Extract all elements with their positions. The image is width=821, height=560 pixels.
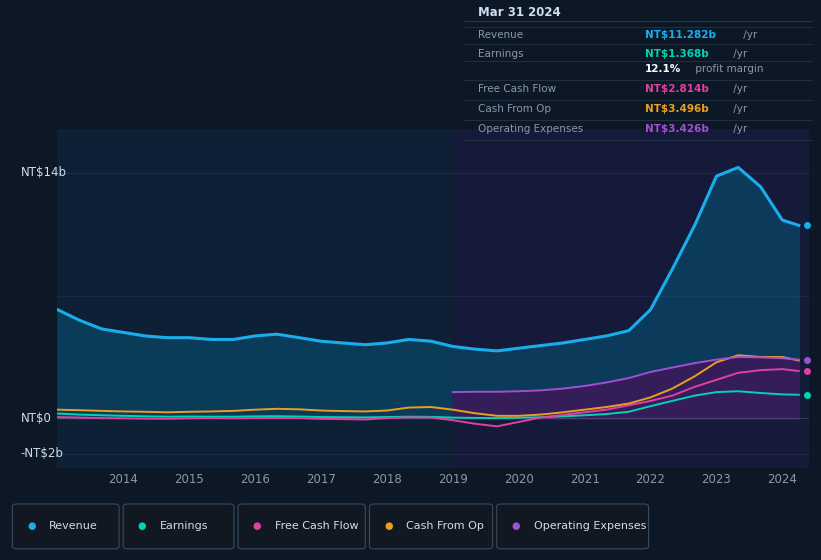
Text: Mar 31 2024: Mar 31 2024 xyxy=(478,6,561,18)
Text: Operating Expenses: Operating Expenses xyxy=(534,521,646,531)
Text: Cash From Op: Cash From Op xyxy=(478,104,551,114)
Text: ●: ● xyxy=(253,521,261,531)
Text: /yr: /yr xyxy=(730,104,747,114)
Text: ●: ● xyxy=(384,521,392,531)
Text: /yr: /yr xyxy=(730,124,747,134)
Text: NT$11.282b: NT$11.282b xyxy=(645,30,716,40)
Text: Free Cash Flow: Free Cash Flow xyxy=(275,521,359,531)
Text: Earnings: Earnings xyxy=(478,49,523,59)
Text: Revenue: Revenue xyxy=(49,521,98,531)
Text: NT$1.368b: NT$1.368b xyxy=(645,49,709,59)
Text: -NT$2b: -NT$2b xyxy=(21,447,63,460)
Text: ●: ● xyxy=(27,521,35,531)
Text: Revenue: Revenue xyxy=(478,30,523,40)
Text: 12.1%: 12.1% xyxy=(645,64,681,74)
Text: /yr: /yr xyxy=(740,30,757,40)
Bar xyxy=(453,129,805,468)
Text: NT$14b: NT$14b xyxy=(21,166,67,179)
Text: Operating Expenses: Operating Expenses xyxy=(478,124,583,134)
Text: /yr: /yr xyxy=(730,49,747,59)
Text: NT$3.426b: NT$3.426b xyxy=(645,124,709,134)
Text: Earnings: Earnings xyxy=(160,521,209,531)
Text: NT$2.814b: NT$2.814b xyxy=(645,84,709,94)
Text: ●: ● xyxy=(511,521,520,531)
Text: NT$0: NT$0 xyxy=(21,412,52,425)
Text: profit margin: profit margin xyxy=(692,64,764,74)
Text: /yr: /yr xyxy=(730,84,747,94)
Text: NT$3.496b: NT$3.496b xyxy=(645,104,709,114)
Text: Free Cash Flow: Free Cash Flow xyxy=(478,84,556,94)
Text: ●: ● xyxy=(138,521,146,531)
Text: Cash From Op: Cash From Op xyxy=(406,521,484,531)
